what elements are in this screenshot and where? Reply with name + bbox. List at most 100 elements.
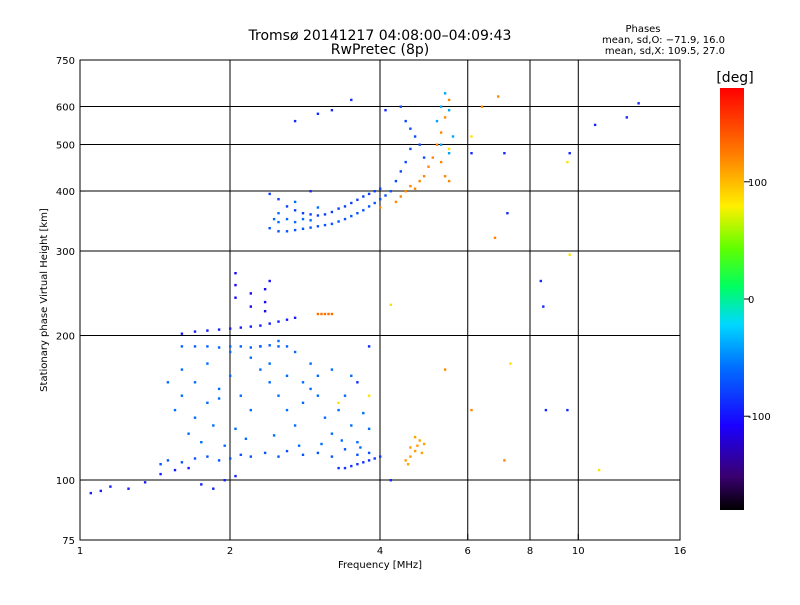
data-point <box>497 95 500 98</box>
data-point <box>316 225 320 228</box>
data-point <box>193 416 197 419</box>
data-point <box>439 143 443 146</box>
data-point <box>447 179 451 183</box>
x-tick-label: 10 <box>572 546 585 557</box>
data-point <box>443 92 447 95</box>
data-point <box>301 212 305 215</box>
data-point <box>323 416 327 419</box>
data-point <box>293 209 297 212</box>
data-point <box>367 459 371 462</box>
series-8 <box>316 312 334 316</box>
data-point <box>350 201 353 205</box>
data-point <box>409 127 412 130</box>
data-point <box>277 394 280 397</box>
data-point <box>362 209 365 212</box>
data-point <box>637 102 640 105</box>
data-point <box>439 131 443 134</box>
data-point <box>379 198 382 201</box>
data-point <box>187 466 190 470</box>
data-point <box>566 160 569 164</box>
series-10 <box>268 187 382 217</box>
data-point <box>259 324 262 327</box>
x-tick-label: 4 <box>377 546 383 557</box>
data-point <box>389 190 392 193</box>
data-point <box>244 437 248 440</box>
data-point <box>234 283 237 287</box>
data-point <box>356 453 359 456</box>
data-point <box>359 446 362 449</box>
data-point <box>420 451 424 455</box>
data-point <box>356 381 359 384</box>
data-point <box>206 401 209 404</box>
colorbar-tick-label: 100 <box>748 178 767 189</box>
data-point <box>217 387 221 391</box>
data-point <box>356 441 359 444</box>
data-point <box>193 330 197 333</box>
data-point <box>330 432 334 435</box>
data-point <box>206 329 209 332</box>
data-point <box>480 105 484 108</box>
data-point <box>316 374 320 377</box>
data-point <box>367 394 371 397</box>
series-9 <box>268 190 392 233</box>
data-point <box>439 105 443 108</box>
data-point <box>356 212 359 215</box>
data-point <box>239 394 242 397</box>
data-point <box>285 345 289 348</box>
data-point <box>350 98 353 102</box>
data-point <box>173 468 177 472</box>
data-point <box>89 491 92 495</box>
data-point <box>180 461 184 464</box>
x-axis-ticks: 1 2 4 6 8 10 16 <box>77 534 686 557</box>
data-point <box>268 362 271 365</box>
series-0 <box>89 466 237 495</box>
data-point <box>277 230 280 233</box>
data-point <box>223 479 226 482</box>
series-12 <box>394 105 426 183</box>
data-point <box>301 453 305 456</box>
data-point <box>249 325 252 328</box>
data-point <box>373 190 376 193</box>
data-point <box>180 345 184 348</box>
series-4 <box>180 316 297 335</box>
data-point <box>268 227 271 230</box>
data-point <box>229 457 232 460</box>
series-14 <box>435 92 455 155</box>
x-tick-label: 8 <box>527 546 533 557</box>
series-3 <box>180 344 289 349</box>
y-tick-label: 100 <box>56 476 75 487</box>
series-7 <box>404 435 426 466</box>
data-point <box>316 206 320 209</box>
data-point <box>234 427 237 430</box>
data-point <box>301 401 305 404</box>
data-point <box>187 432 190 435</box>
data-point <box>234 272 237 275</box>
data-point <box>217 328 221 331</box>
data-point <box>173 408 177 412</box>
data-point <box>362 195 365 198</box>
data-point <box>239 453 242 456</box>
grid-lines <box>80 60 680 540</box>
data-point <box>330 222 334 226</box>
data-point <box>413 449 417 453</box>
data-point <box>316 214 320 217</box>
stats-heading: Phases <box>625 24 660 35</box>
data-point <box>330 368 334 371</box>
data-point <box>451 135 455 138</box>
data-point <box>285 217 289 221</box>
colorbar-tick-label: -100 <box>748 412 771 423</box>
data-point <box>272 434 276 437</box>
data-point <box>309 226 312 229</box>
data-points <box>89 92 640 495</box>
data-point <box>539 279 542 283</box>
y-tick-label: 200 <box>56 332 75 343</box>
data-point <box>263 310 267 313</box>
data-point <box>447 98 451 102</box>
data-point <box>384 194 387 197</box>
data-point <box>337 220 340 223</box>
data-point <box>544 408 548 412</box>
data-point <box>263 300 267 304</box>
data-point <box>439 160 443 164</box>
data-point <box>316 112 320 115</box>
data-point <box>193 381 197 384</box>
